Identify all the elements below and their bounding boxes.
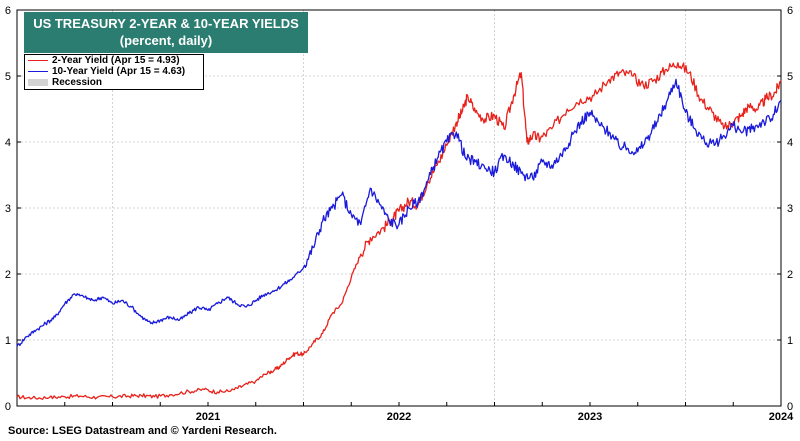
x-tick-label: 2024 — [769, 411, 794, 423]
legend-swatch-2yr — [28, 59, 48, 62]
legend-item-recession: Recession — [25, 77, 203, 88]
y-tick-label-right: 4 — [787, 137, 793, 149]
y-tick-label-left: 1 — [5, 335, 11, 347]
legend-item-2yr: 2-Year Yield (Apr 15 = 4.93) — [25, 55, 203, 66]
series-2yr-line — [16, 62, 782, 400]
chart-subtitle: (percent, daily) — [119, 33, 213, 48]
y-tick-label-left: 3 — [5, 203, 11, 215]
chart-title: US TREASURY 2-YEAR & 10-YEAR YIELDS — [33, 16, 299, 31]
x-tick-label: 2021 — [196, 411, 220, 423]
y-tick-label-right: 0 — [787, 401, 793, 413]
y-tick-label-left: 0 — [5, 401, 11, 413]
y-tick-label-left: 2 — [5, 269, 11, 281]
y-tick-label-right: 5 — [787, 71, 793, 83]
legend: 2-Year Yield (Apr 15 = 4.93) 10-Year Yie… — [24, 54, 204, 90]
y-tick-label-left: 4 — [5, 137, 11, 149]
source-note: Source: LSEG Datastream and © Yardeni Re… — [8, 425, 277, 437]
x-tick-label: 2023 — [578, 411, 602, 423]
y-tick-label-right: 2 — [787, 269, 793, 281]
chart-title-box: US TREASURY 2-YEAR & 10-YEAR YIELDS (per… — [24, 12, 308, 53]
legend-label-10yr: 10-Year Yield (Apr 15 = 4.63) — [52, 66, 186, 77]
legend-item-10yr: 10-Year Yield (Apr 15 = 4.63) — [25, 66, 203, 77]
legend-swatch-10yr — [28, 70, 48, 73]
y-tick-label-right: 3 — [787, 203, 793, 215]
y-tick-label-left: 6 — [5, 5, 11, 17]
x-tick-label: 2022 — [387, 411, 411, 423]
y-tick-label-left: 5 — [5, 71, 11, 83]
legend-swatch-recession — [28, 79, 48, 86]
y-tick-label-right: 6 — [787, 5, 793, 17]
y-tick-label-right: 1 — [787, 335, 793, 347]
legend-label-recession: Recession — [52, 77, 103, 88]
series-10yr-line — [16, 78, 782, 347]
legend-label-2yr: 2-Year Yield (Apr 15 = 4.93) — [52, 55, 180, 66]
